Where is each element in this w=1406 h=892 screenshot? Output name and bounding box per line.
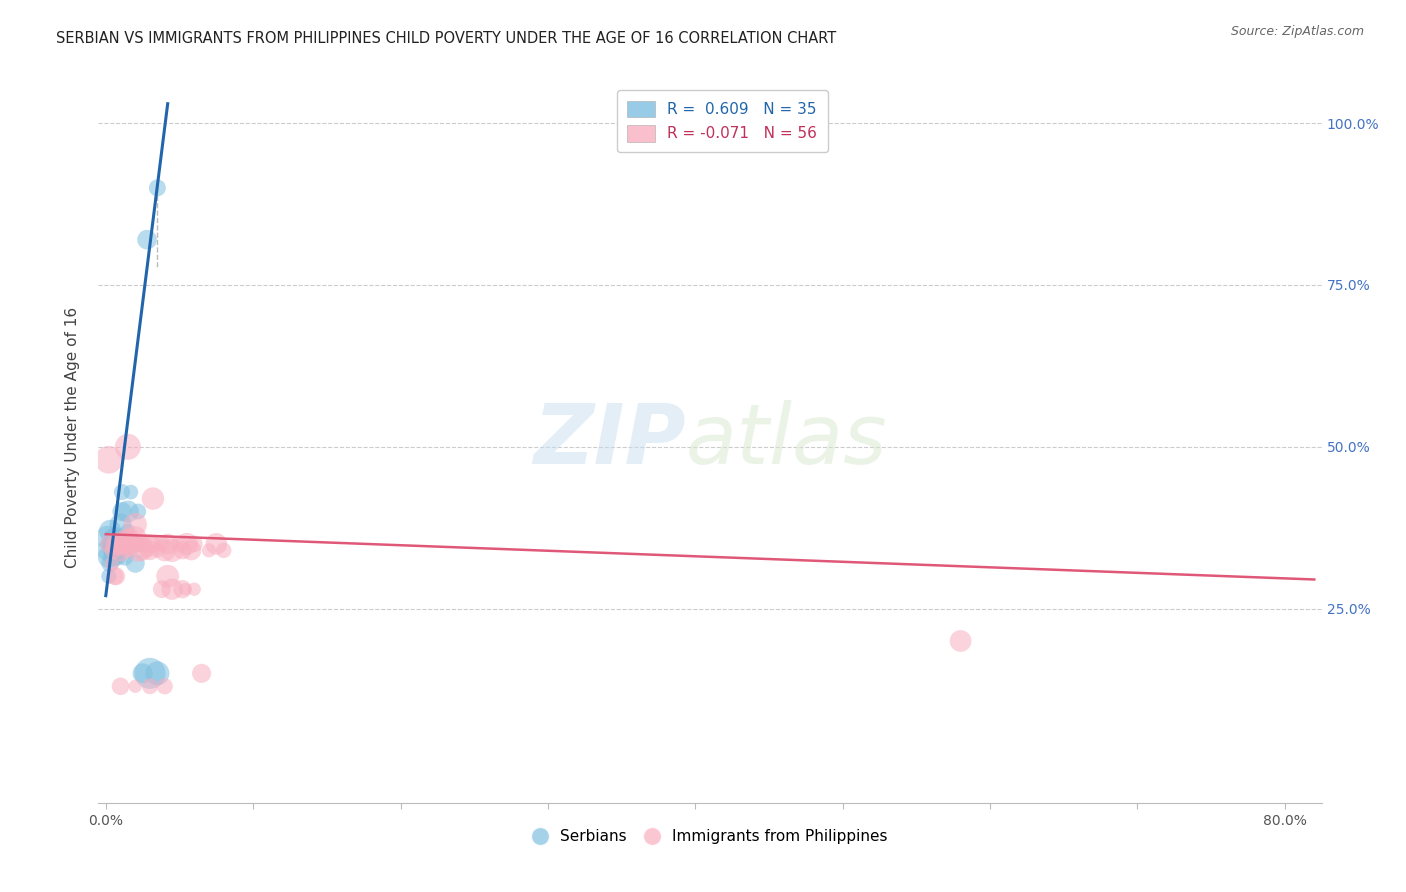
Point <box>115 543 138 558</box>
Point <box>107 549 129 564</box>
Text: atlas: atlas <box>686 401 887 482</box>
Point <box>100 537 122 551</box>
Point <box>97 452 120 467</box>
Point <box>212 543 235 558</box>
Point <box>124 537 146 551</box>
Point <box>169 537 191 551</box>
Point <box>117 504 139 518</box>
Point <box>146 543 169 558</box>
Point <box>124 557 146 571</box>
Point <box>105 569 128 583</box>
Point <box>136 543 159 558</box>
Point <box>110 679 132 693</box>
Point <box>136 233 159 247</box>
Point <box>127 543 149 558</box>
Point <box>153 543 176 558</box>
Point <box>97 569 120 583</box>
Point <box>110 530 132 544</box>
Point <box>111 485 134 500</box>
Point <box>114 530 136 544</box>
Point <box>110 517 132 532</box>
Point <box>98 557 121 571</box>
Point <box>105 543 128 558</box>
Point <box>108 543 131 558</box>
Point <box>127 504 149 518</box>
Point <box>101 530 124 544</box>
Point <box>96 530 118 544</box>
Point <box>100 543 122 558</box>
Point <box>180 543 202 558</box>
Point <box>174 582 197 597</box>
Text: SERBIAN VS IMMIGRANTS FROM PHILIPPINES CHILD POVERTY UNDER THE AGE OF 16 CORRELA: SERBIAN VS IMMIGRANTS FROM PHILIPPINES C… <box>56 31 837 46</box>
Point <box>160 582 183 597</box>
Point <box>146 181 169 195</box>
Point <box>205 537 228 551</box>
Point <box>105 530 128 544</box>
Point <box>100 557 122 571</box>
Point <box>156 537 179 551</box>
Point <box>101 543 124 558</box>
Point <box>117 530 139 544</box>
Point <box>949 634 972 648</box>
Point <box>97 537 120 551</box>
Point <box>110 537 132 551</box>
Point <box>131 543 153 558</box>
Point <box>107 537 129 551</box>
Point <box>112 537 135 551</box>
Point <box>128 537 150 551</box>
Point <box>98 524 121 538</box>
Point <box>156 569 179 583</box>
Point <box>117 524 139 538</box>
Point <box>176 537 198 551</box>
Point <box>104 543 127 558</box>
Point <box>190 666 212 681</box>
Point <box>142 491 165 506</box>
Point <box>135 537 157 551</box>
Point <box>172 582 194 597</box>
Point <box>104 537 127 551</box>
Point <box>150 582 173 597</box>
Point <box>139 537 162 551</box>
Text: Source: ZipAtlas.com: Source: ZipAtlas.com <box>1230 25 1364 38</box>
Point <box>98 537 121 551</box>
Point <box>183 582 205 597</box>
Legend: Serbians, Immigrants from Philippines: Serbians, Immigrants from Philippines <box>526 822 894 850</box>
Point <box>120 485 142 500</box>
Point <box>172 543 194 558</box>
Point <box>139 679 162 693</box>
Point <box>97 549 120 564</box>
Point <box>139 666 162 681</box>
Point <box>131 537 153 551</box>
Point <box>96 543 118 558</box>
Y-axis label: Child Poverty Under the Age of 16: Child Poverty Under the Age of 16 <box>65 307 80 567</box>
Point <box>139 543 162 558</box>
Point <box>146 666 169 681</box>
Point <box>110 543 132 558</box>
Point <box>124 517 146 532</box>
Point <box>153 679 176 693</box>
Point <box>198 543 221 558</box>
Point <box>101 549 124 564</box>
Point <box>111 537 134 551</box>
Point <box>124 530 146 544</box>
Point <box>121 537 143 551</box>
Point <box>111 504 134 518</box>
Point <box>120 530 142 544</box>
Point <box>124 679 146 693</box>
Point <box>118 537 141 551</box>
Point <box>112 537 135 551</box>
Point <box>150 537 173 551</box>
Point <box>131 666 153 681</box>
Point <box>114 549 136 564</box>
Point <box>142 537 165 551</box>
Point <box>183 537 205 551</box>
Point <box>108 537 131 551</box>
Point <box>160 543 183 558</box>
Point <box>107 537 129 551</box>
Text: ZIP: ZIP <box>533 401 686 482</box>
Point <box>104 569 127 583</box>
Point <box>117 440 139 454</box>
